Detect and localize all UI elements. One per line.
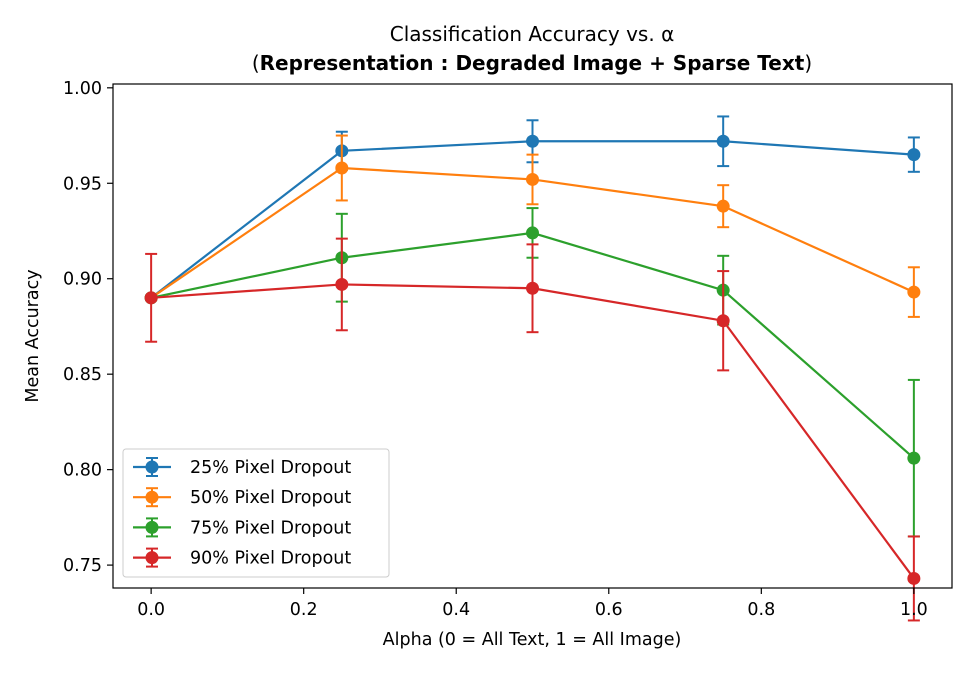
legend-label: 75% Pixel Dropout	[190, 518, 351, 538]
legend-label: 50% Pixel Dropout	[190, 488, 351, 508]
y-axis-label: Mean Accuracy	[23, 269, 43, 402]
data-point	[526, 172, 539, 186]
subtitle-close-paren: )	[804, 51, 812, 75]
legend-box	[122, 448, 390, 578]
y-tick-label: 0.85	[63, 365, 102, 385]
y-tick-label: 0.80	[63, 461, 102, 481]
y-tick-label: 0.75	[63, 556, 102, 576]
legend-item: 90% Pixel Dropout	[133, 547, 351, 569]
data-point	[907, 285, 921, 299]
x-tick-label: 0.0	[137, 600, 165, 620]
chart-subtitle: (Representation : Degraded Image + Spars…	[252, 51, 812, 75]
legend-marker	[145, 490, 159, 504]
y-tick-label: 0.90	[63, 270, 102, 290]
legend-item: 75% Pixel Dropout	[133, 517, 351, 538]
data-point	[716, 199, 730, 213]
x-axis-label: Alpha (0 = All Text, 1 = All Image)	[383, 630, 682, 650]
data-point	[526, 281, 539, 295]
data-point	[526, 134, 539, 148]
x-tick-label: 0.6	[595, 600, 623, 620]
legend-marker	[145, 520, 159, 534]
legend-marker	[145, 460, 159, 474]
legend-item: 50% Pixel Dropout	[133, 487, 351, 508]
subtitle-bold-text: Representation : Degraded Image + Sparse…	[260, 51, 805, 75]
x-tick-label: 1.0	[900, 600, 928, 620]
series-2	[144, 134, 921, 318]
data-point	[907, 451, 921, 465]
y-tick-label: 1.00	[63, 79, 102, 99]
legend-label: 25% Pixel Dropout	[190, 458, 351, 478]
series-4	[144, 237, 921, 622]
data-point	[526, 226, 539, 240]
subtitle-open-paren: (	[252, 51, 260, 75]
chart-title: Classification Accuracy vs. α	[390, 22, 675, 46]
x-tick-label: 0.4	[442, 600, 470, 620]
data-point	[335, 161, 349, 175]
legend-item: 25% Pixel Dropout	[133, 457, 351, 478]
x-tick-label: 0.8	[747, 600, 775, 620]
x-tick-label: 0.2	[290, 600, 318, 620]
legend: 25% Pixel Dropout 50% Pixel Dropout 75% Pi…	[122, 448, 390, 578]
y-axis: 0.75 0.80 0.85 0.90 0.95 1.00	[63, 79, 113, 576]
legend-label: 90% Pixel Dropout	[190, 549, 351, 569]
plot-area	[144, 115, 921, 622]
legend-marker	[145, 551, 159, 565]
data-point	[716, 314, 730, 328]
data-point	[716, 134, 730, 148]
data-point	[144, 291, 158, 305]
axes-frame	[112, 83, 953, 589]
data-point	[907, 148, 921, 162]
data-point	[335, 277, 349, 291]
y-tick-label: 0.95	[63, 174, 102, 194]
data-point	[907, 571, 921, 585]
x-axis: 0.0 0.2 0.4 0.6 0.8 1.0	[137, 588, 928, 620]
